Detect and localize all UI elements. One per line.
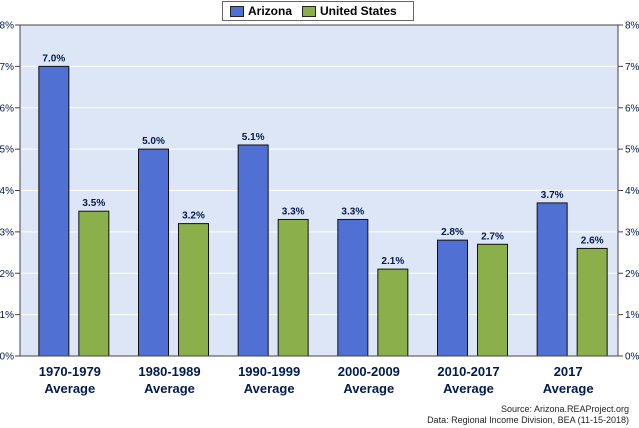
x-category-label: Average xyxy=(44,381,95,396)
bar-arizona xyxy=(138,148,169,357)
legend-label-arizona: Arizona xyxy=(248,4,293,18)
bar-united-states xyxy=(78,210,110,357)
bar-united-states xyxy=(576,247,608,357)
data-label-united-states: 3.5% xyxy=(82,198,105,209)
bar-united-states xyxy=(377,268,409,357)
data-label-arizona: 2.8% xyxy=(441,227,464,238)
x-category-label: 1980-1989 xyxy=(138,364,200,379)
x-category-label: Average xyxy=(144,381,195,396)
data-label-united-states: 2.6% xyxy=(581,235,604,246)
y-tick-label-left: 5% xyxy=(0,145,14,156)
y-tick-label-right: 0% xyxy=(625,352,639,363)
x-category-label: 1990-1999 xyxy=(238,364,300,379)
data-label-united-states: 3.2% xyxy=(182,211,205,222)
y-tick-label-left: 2% xyxy=(0,269,14,280)
grid-lines xyxy=(20,65,618,316)
bar-arizona xyxy=(337,218,369,357)
data-label-arizona: 7.0% xyxy=(42,53,65,64)
legend-swatch-united-states xyxy=(302,5,317,17)
bar-arizona xyxy=(536,202,568,357)
source-line: Source: Arizona.REAProject.org xyxy=(500,404,629,414)
y-tick-label-left: 4% xyxy=(0,186,14,197)
y-tick-label-left: 7% xyxy=(0,62,14,73)
data-label-arizona: 5.0% xyxy=(142,136,165,147)
x-category-label: Average xyxy=(343,381,394,396)
x-category-label: 2017 xyxy=(554,364,583,379)
data-credit-line: Data: Regional Income Division, BEA (11-… xyxy=(427,415,629,425)
data-label-united-states: 2.1% xyxy=(381,256,404,267)
data-label-arizona: 5.1% xyxy=(242,132,265,143)
axes: 0% 0% 1% 1% 2% 2% 3% 3% 4% 4% 5% 5% 6% 6% 7% 7% 8% 8% 1970… xyxy=(0,21,639,397)
data-label-united-states: 2.7% xyxy=(481,231,504,242)
legend: Arizona United States xyxy=(222,1,414,21)
bar-united-states xyxy=(477,243,508,357)
x-category-label: Average xyxy=(443,381,494,396)
y-tick-label-right: 1% xyxy=(625,310,639,321)
bar-arizona xyxy=(237,144,269,357)
bar-united-states xyxy=(178,223,209,357)
legend-swatch-arizona xyxy=(230,5,244,17)
x-category-label: Average xyxy=(543,381,594,396)
bar-arizona xyxy=(38,65,70,357)
y-tick-label-left: 6% xyxy=(0,103,14,114)
legend-item-united-states: United States xyxy=(302,4,397,18)
y-tick-label-left: 3% xyxy=(0,227,14,238)
y-tick-label-left: 1% xyxy=(0,310,14,321)
x-category-label: 2010-2017 xyxy=(437,364,499,379)
data-label-united-states: 3.3% xyxy=(282,206,305,217)
y-tick-label-right: 2% xyxy=(625,269,639,280)
y-tick-label-left: 0% xyxy=(0,352,14,363)
y-tick-label-right: 7% xyxy=(625,62,639,73)
data-label-arizona: 3.3% xyxy=(341,206,364,217)
bar-united-states xyxy=(277,218,309,357)
y-tick-label-right: 8% xyxy=(625,21,639,32)
legend-label-united-states: United States xyxy=(320,4,397,18)
bar-arizona xyxy=(437,239,468,357)
y-tick-label-right: 6% xyxy=(625,103,639,114)
y-tick-label-left: 8% xyxy=(0,21,14,32)
x-category-label: Average xyxy=(244,381,295,396)
y-tick-label-right: 5% xyxy=(625,145,639,156)
data-labels: 7.0% 3.5% 5.0% 3.2% 5.1% 3.3% 3.3% 2.1% 2.8% 2.7%… xyxy=(42,53,603,267)
y-tick-label-right: 3% xyxy=(625,227,639,238)
legend-item-arizona: Arizona xyxy=(230,4,292,18)
x-category-label: 1970-1979 xyxy=(39,364,101,379)
x-category-label: 2000-2009 xyxy=(338,364,400,379)
data-label-arizona: 3.7% xyxy=(541,190,564,201)
y-tick-label-right: 4% xyxy=(625,186,639,197)
